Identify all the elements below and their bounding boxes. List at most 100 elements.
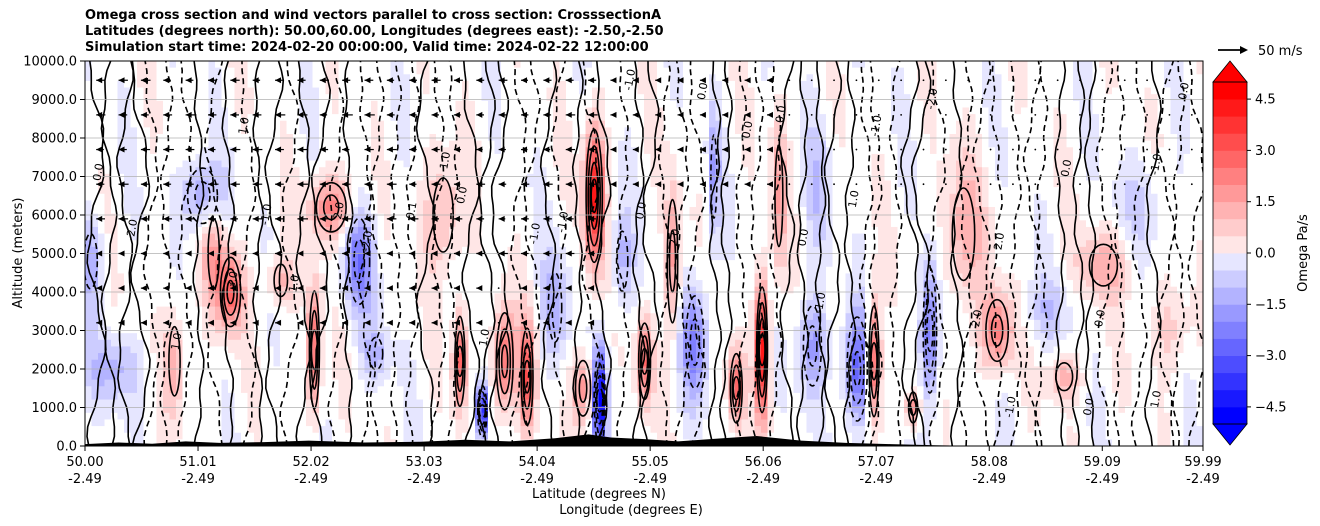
field-cell bbox=[390, 392, 398, 401]
field-cell bbox=[130, 426, 138, 434]
field-cell bbox=[312, 187, 320, 195]
field-cell bbox=[156, 120, 164, 128]
field-cell bbox=[631, 213, 639, 221]
field-cell bbox=[351, 379, 359, 387]
field-cell bbox=[137, 61, 145, 69]
field-cell bbox=[202, 319, 210, 328]
field-cell bbox=[117, 187, 125, 195]
field-cell bbox=[260, 299, 268, 308]
field-cell bbox=[111, 173, 119, 182]
field-cell bbox=[117, 293, 125, 301]
field-cell bbox=[364, 61, 372, 69]
field-cell bbox=[130, 406, 138, 414]
field-cell bbox=[273, 114, 281, 122]
field-cell bbox=[124, 306, 132, 314]
field-cell bbox=[488, 220, 496, 228]
field-cell bbox=[585, 299, 593, 308]
field-cell bbox=[397, 359, 405, 367]
field-cell bbox=[520, 114, 528, 122]
field-cell bbox=[332, 286, 340, 294]
field-cell bbox=[631, 339, 639, 348]
field-cell bbox=[306, 67, 314, 75]
field-cell bbox=[494, 94, 502, 102]
field-cell bbox=[371, 74, 379, 82]
field-cell bbox=[475, 167, 483, 175]
field-cell bbox=[390, 87, 398, 95]
field-cell bbox=[390, 187, 398, 195]
field-cell bbox=[319, 372, 327, 381]
field-cell bbox=[572, 319, 580, 328]
field-cell bbox=[488, 107, 496, 115]
field-cell bbox=[91, 200, 99, 208]
field-cell bbox=[325, 120, 333, 128]
field-cell bbox=[442, 432, 450, 440]
field-cell bbox=[228, 359, 236, 367]
field-cell bbox=[611, 167, 619, 175]
field-cell bbox=[234, 299, 242, 308]
field-cell bbox=[124, 74, 132, 82]
field-cell bbox=[267, 386, 275, 394]
field-cell bbox=[104, 313, 112, 321]
field-cell bbox=[507, 207, 515, 215]
field-cell bbox=[507, 346, 515, 354]
field-cell bbox=[273, 74, 281, 82]
field-cell bbox=[221, 392, 229, 401]
field-cell bbox=[377, 266, 385, 275]
field-cell bbox=[234, 399, 242, 407]
field-cell bbox=[533, 260, 541, 268]
field-cell bbox=[598, 286, 606, 294]
field-cell bbox=[572, 167, 580, 175]
field-cell bbox=[338, 100, 346, 109]
field-cell bbox=[117, 207, 125, 215]
field-cell bbox=[306, 399, 314, 407]
field-cell bbox=[260, 253, 268, 261]
field-cell bbox=[572, 226, 580, 235]
field-cell bbox=[169, 140, 177, 148]
field-cell bbox=[241, 173, 249, 182]
field-cell bbox=[416, 266, 424, 275]
field-cell bbox=[104, 386, 112, 394]
field-cell bbox=[345, 87, 353, 95]
field-cell bbox=[436, 426, 444, 434]
field-cell bbox=[455, 260, 463, 268]
field-cell bbox=[195, 286, 203, 294]
field-cell bbox=[306, 419, 314, 427]
field-cell bbox=[475, 280, 483, 288]
field-cell bbox=[267, 74, 275, 82]
field-cell bbox=[475, 313, 483, 321]
field-cell bbox=[260, 180, 268, 188]
field-cell bbox=[130, 147, 138, 155]
field-cell bbox=[436, 266, 444, 275]
field-cell bbox=[182, 74, 190, 82]
field-cell bbox=[475, 153, 483, 162]
field-cell bbox=[546, 333, 554, 341]
field-cell bbox=[221, 147, 229, 155]
field-cell bbox=[429, 333, 437, 341]
field-cell bbox=[553, 426, 561, 434]
field-cell bbox=[481, 379, 489, 387]
field-cell bbox=[585, 94, 593, 102]
field-cell bbox=[371, 412, 379, 421]
field-cell bbox=[351, 412, 359, 421]
field-cell bbox=[377, 94, 385, 102]
field-cell bbox=[163, 339, 171, 348]
field-cell bbox=[338, 359, 346, 367]
field-cell bbox=[553, 319, 561, 328]
field-cell bbox=[189, 313, 197, 321]
field-cell bbox=[273, 193, 281, 201]
field-cell bbox=[169, 419, 177, 427]
field-cell bbox=[104, 233, 112, 241]
field-cell bbox=[332, 406, 340, 414]
field-cell bbox=[351, 313, 359, 321]
field-cell bbox=[137, 266, 145, 275]
field-cell bbox=[91, 412, 99, 421]
field-cell bbox=[325, 87, 333, 95]
field-cell bbox=[631, 306, 639, 314]
field-cell bbox=[254, 120, 262, 128]
field-cell bbox=[312, 426, 320, 434]
field-cell bbox=[312, 260, 320, 268]
field-cell bbox=[520, 94, 528, 102]
field-cell bbox=[124, 339, 132, 348]
field-cell bbox=[254, 372, 262, 381]
field-cell bbox=[442, 100, 450, 109]
